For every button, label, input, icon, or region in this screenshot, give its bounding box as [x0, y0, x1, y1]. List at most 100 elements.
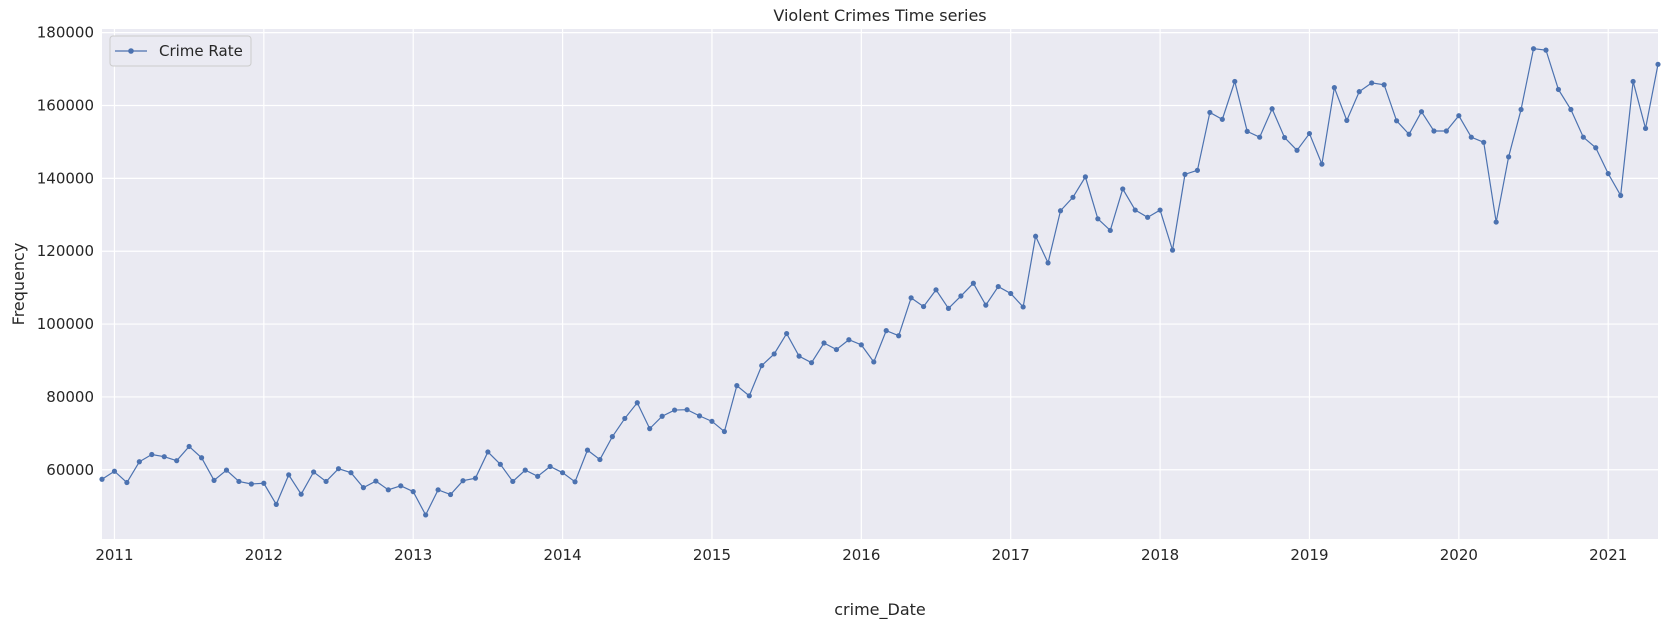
- data-point: [423, 512, 429, 518]
- x-tick-label: 2018: [1141, 546, 1179, 564]
- data-point: [1169, 247, 1176, 253]
- legend-marker: [128, 48, 134, 54]
- data-point: [547, 463, 553, 470]
- data-point: [1281, 134, 1288, 141]
- data-point: [1306, 130, 1313, 137]
- data-point: [410, 489, 416, 495]
- data-point: [485, 449, 491, 455]
- legend-label: Crime Rate: [159, 42, 243, 60]
- x-tick-label: 2017: [992, 546, 1030, 564]
- plot-background: [102, 29, 1658, 539]
- data-point: [136, 459, 142, 465]
- data-point: [647, 426, 653, 432]
- data-point: [1082, 174, 1088, 180]
- data-point: [248, 481, 254, 487]
- data-point: [161, 454, 167, 460]
- data-point: [323, 478, 329, 485]
- data-point: [99, 476, 105, 482]
- data-point: [124, 479, 130, 486]
- data-point: [721, 428, 728, 435]
- data-point: [709, 418, 715, 424]
- data-point: [149, 451, 155, 458]
- x-tick-label: 2011: [95, 546, 133, 564]
- data-point: [447, 491, 454, 498]
- data-point: [796, 353, 802, 359]
- data-point: [920, 303, 927, 310]
- x-tick-label: 2014: [543, 546, 581, 564]
- data-point: [1219, 116, 1225, 122]
- data-point: [186, 443, 192, 450]
- data-point: [335, 466, 342, 472]
- data-point: [1543, 47, 1549, 53]
- data-point: [1580, 134, 1586, 140]
- data-point: [510, 478, 516, 485]
- data-point: [198, 455, 205, 461]
- x-tick-label: 2012: [245, 546, 283, 564]
- y-tick-label: 160000: [37, 97, 94, 115]
- data-point: [1033, 233, 1039, 239]
- data-point: [1506, 154, 1512, 160]
- data-point: [1630, 78, 1636, 85]
- data-point: [286, 472, 292, 478]
- data-point: [1468, 134, 1474, 140]
- series-layer: [99, 46, 1661, 518]
- y-tick-label: 180000: [37, 24, 94, 42]
- data-point: [609, 434, 615, 440]
- data-point: [1568, 106, 1574, 113]
- data-point: [622, 415, 628, 422]
- data-point: [1008, 290, 1014, 297]
- data-point: [1356, 89, 1362, 95]
- y-axis-label: Frequency: [9, 243, 28, 326]
- data-point: [821, 340, 827, 346]
- data-point: [1095, 216, 1101, 222]
- data-point: [1232, 78, 1238, 85]
- data-point: [584, 447, 591, 453]
- data-point: [472, 475, 479, 481]
- data-point: [1070, 194, 1076, 200]
- x-axis-ticks: 2011 2012 2013 2014 2015 2016 2017 2018 2019 2020…: [95, 546, 1627, 564]
- data-point: [1655, 61, 1661, 67]
- data-point: [261, 480, 267, 486]
- data-point: [883, 328, 889, 334]
- data-point: [1207, 109, 1213, 116]
- data-point: [435, 487, 441, 493]
- data-point: [858, 342, 864, 348]
- data-point: [236, 478, 242, 485]
- data-point: [522, 467, 528, 473]
- data-point: [311, 469, 317, 475]
- data-point: [1244, 128, 1250, 134]
- data-point: [1456, 113, 1462, 119]
- data-point: [908, 295, 914, 301]
- data-point: [846, 337, 852, 343]
- data-point: [1605, 171, 1611, 177]
- data-point: [1120, 186, 1126, 192]
- data-point: [746, 393, 752, 399]
- chart-title: Violent Crimes Time series: [773, 6, 986, 25]
- data-point: [360, 485, 367, 491]
- data-point: [1182, 171, 1188, 177]
- data-point: [223, 467, 230, 473]
- y-tick-label: 80000: [46, 388, 94, 406]
- data-point: [1269, 106, 1275, 112]
- data-point: [1020, 304, 1026, 310]
- data-point: [734, 383, 740, 389]
- data-point: [298, 491, 304, 497]
- data-point: [1443, 128, 1449, 134]
- data-point: [1418, 109, 1425, 115]
- data-point: [1431, 128, 1437, 134]
- series-line-0: [101, 48, 1659, 517]
- data-point: [634, 400, 640, 406]
- y-tick-label: 60000: [46, 461, 94, 479]
- y-tick-label: 100000: [37, 315, 94, 333]
- data-point: [1145, 214, 1151, 220]
- x-tick-label: 2020: [1440, 546, 1478, 564]
- data-point: [659, 413, 665, 419]
- x-tick-label: 2013: [394, 546, 432, 564]
- x-tick-label: 2021: [1589, 546, 1627, 564]
- data-point: [933, 287, 939, 293]
- data-point: [1107, 227, 1113, 234]
- data-point: [958, 293, 964, 299]
- data-point: [1319, 161, 1325, 167]
- legend: Crime Rate: [109, 35, 252, 67]
